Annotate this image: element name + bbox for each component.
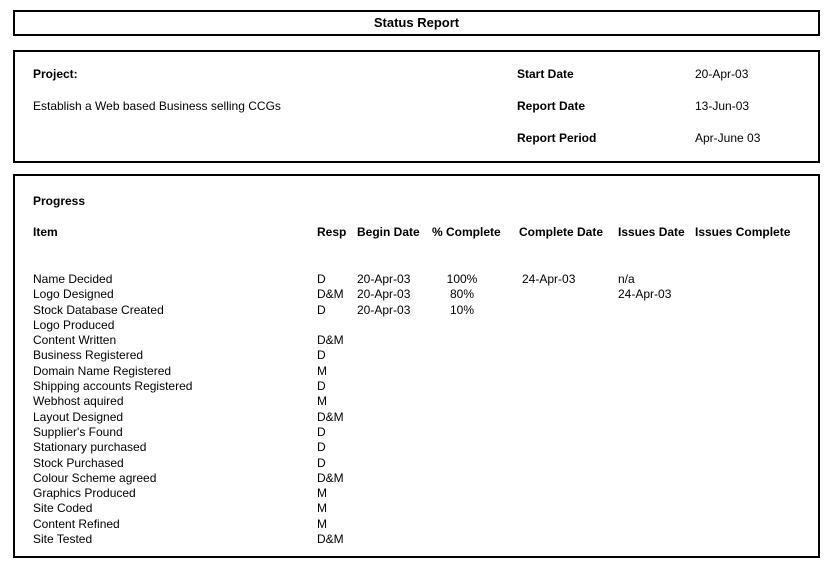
resp-cell: M [317,363,327,378]
item-cell: Logo Designed [33,287,114,302]
item-cell: Supplier's Found [33,424,123,439]
complete-date-cell: 24-Apr-03 [522,272,576,286]
table-row: Layout Designed D&M [15,409,818,426]
report-period-label: Report Period [517,131,597,145]
item-cell: Stationary purchased [33,440,147,455]
resp-cell: M [317,516,327,531]
resp-cell: M [317,394,327,409]
item-cell: Layout Designed [33,409,124,424]
issues-date-cell: n/a [618,272,635,286]
column-header-issues-date: Issues Date [618,225,685,239]
project-label: Project: [33,67,78,81]
start-date-value: 20-Apr-03 [695,67,749,81]
table-row: Stock Purchased D [15,455,818,472]
resp-cell: D [317,348,326,363]
resp-cell: D [317,302,326,317]
progress-section: Progress Item Resp Begin Date % Complete… [13,174,820,558]
resp-cell: D&M [317,409,344,424]
table-row: Logo Produced [15,317,818,334]
resp-cell: D&M [317,470,344,485]
table-row: Content Written D&M [15,334,818,349]
item-cell: Stock Purchased [33,455,124,470]
table-row: Shipping accounts Registered D [15,380,818,395]
resp-cell: D [317,424,326,439]
column-header-begin-date: Begin Date [357,225,420,239]
report-date-label: Report Date [517,99,586,113]
column-header-pct-complete: % Complete [432,225,501,239]
resp-cell: D&M [317,532,344,547]
resp-cell: D [317,379,326,394]
begin-date-cell: 20-Apr-03 [357,287,411,302]
project-info-section: Project: Establish a Web based Business … [13,50,820,163]
table-row: Logo Designed D&M 20-Apr-03 80% 24-Apr-0… [15,288,818,303]
item-cell: Webhost aquired [33,394,124,409]
pct-complete-cell: 80% [449,287,475,302]
item-cell: Name Decided [33,272,113,286]
report-title-box: Status Report [13,10,820,36]
table-row: Supplier's Found D [15,424,818,441]
progress-table-body: Name Decided D 20-Apr-03 100% 24-Apr-03 … [15,273,818,548]
page-title: Status Report [373,15,460,30]
item-cell: Colour Scheme agreed [33,470,157,485]
table-row: Business Registered D [15,349,818,364]
column-header-item: Item [33,225,58,239]
pct-complete-cell: 10% [449,302,475,317]
report-date-value: 13-Jun-03 [695,99,750,113]
table-row: Stock Database Created D 20-Apr-03 10% [15,302,818,319]
table-row: Webhost aquired M [15,395,818,410]
item-cell: Business Registered [33,348,144,363]
column-header-issues-complete: Issues Complete [695,225,791,239]
begin-date-cell: 20-Apr-03 [357,302,411,317]
table-row: Domain Name Registered M [15,363,818,380]
item-cell: Domain Name Registered [33,363,172,378]
progress-section-label: Progress [33,194,86,208]
table-row: Content Refined M [15,516,818,533]
resp-cell: M [317,501,327,516]
item-cell: Shipping accounts Registered [33,379,193,394]
item-cell: Content Refined [33,516,120,531]
item-cell: Graphics Produced [33,486,136,501]
start-date-label: Start Date [517,67,574,81]
issues-date-cell: 24-Apr-03 [618,287,672,302]
project-name: Establish a Web based Business selling C… [33,99,281,113]
resp-cell: D&M [317,333,344,348]
table-row: Graphics Produced M [15,487,818,502]
item-cell: Logo Produced [33,317,115,332]
table-row: Colour Scheme agreed D&M [15,470,818,487]
column-header-complete-date: Complete Date [519,225,604,239]
item-cell: Site Tested [33,532,93,547]
item-cell: Content Written [33,333,117,348]
column-header-resp: Resp [317,225,347,239]
resp-cell: M [317,486,327,501]
resp-cell: D [317,440,326,455]
table-row: Site Tested D&M [15,533,818,548]
resp-cell: D&M [317,287,344,302]
report-period-value: Apr-June 03 [695,131,761,145]
item-cell: Stock Database Created [33,302,164,317]
resp-cell: D [317,272,326,286]
table-row: Name Decided D 20-Apr-03 100% 24-Apr-03 … [15,273,818,288]
table-row: Stationary purchased D [15,441,818,456]
resp-cell: D [317,455,326,470]
begin-date-cell: 20-Apr-03 [357,272,411,286]
item-cell: Site Coded [33,501,93,516]
pct-complete-cell: 100% [446,272,478,286]
table-row: Site Coded M [15,502,818,517]
